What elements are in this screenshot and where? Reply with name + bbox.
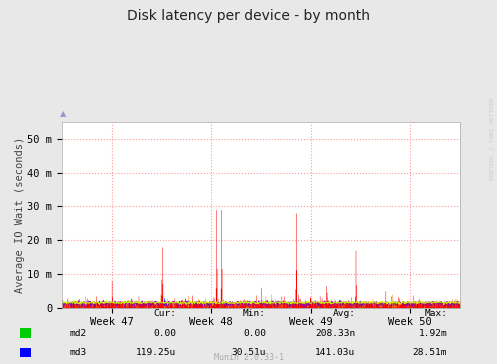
Text: md3: md3 [70, 348, 87, 357]
Text: Min:: Min: [243, 309, 266, 318]
Y-axis label: Average IO Wait (seconds): Average IO Wait (seconds) [14, 136, 25, 293]
Text: 0.00: 0.00 [243, 329, 266, 337]
Text: Avg:: Avg: [332, 309, 355, 318]
Text: ▲: ▲ [60, 109, 67, 118]
Text: md2: md2 [70, 329, 87, 337]
Text: 28.51m: 28.51m [413, 348, 447, 357]
Text: Cur:: Cur: [154, 309, 176, 318]
Text: 30.51u: 30.51u [232, 348, 266, 357]
Text: 1.92m: 1.92m [418, 329, 447, 337]
Text: Max:: Max: [424, 309, 447, 318]
Text: 0.00: 0.00 [154, 329, 176, 337]
Text: RRDTOOL / TOBI OETIKER: RRDTOOL / TOBI OETIKER [490, 97, 495, 179]
Text: 119.25u: 119.25u [136, 348, 176, 357]
Text: Disk latency per device - by month: Disk latency per device - by month [127, 9, 370, 23]
Text: 141.03u: 141.03u [315, 348, 355, 357]
Text: Munin 2.0.33-1: Munin 2.0.33-1 [214, 353, 283, 362]
Text: 208.33n: 208.33n [315, 329, 355, 337]
